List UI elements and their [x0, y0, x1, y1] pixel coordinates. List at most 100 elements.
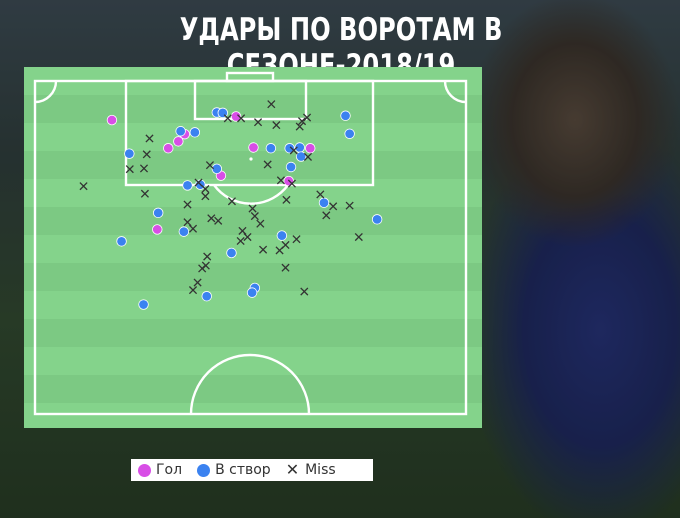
legend-label-on-target: В створ — [215, 462, 271, 478]
corner-arc-right — [443, 80, 467, 104]
goal-shot-point — [106, 114, 118, 126]
missed-shot-point — [295, 122, 304, 131]
missed-shot-point — [282, 195, 291, 204]
goal-shot-point — [173, 136, 184, 147]
on-target-shot-point — [182, 180, 193, 191]
missed-shot-point — [223, 114, 232, 123]
missed-shot-point — [207, 214, 216, 223]
on-target-shot-point — [285, 161, 297, 173]
pitch-stripe — [24, 375, 482, 403]
missed-shot-point — [145, 134, 154, 143]
on-target-shot-point — [284, 143, 295, 154]
pitch-svg — [24, 67, 482, 428]
goal-shot-point — [305, 143, 316, 154]
on-target-shot-point — [152, 207, 164, 219]
penalty-spot — [249, 157, 253, 161]
on-target-shot-point — [124, 148, 135, 159]
missed-shot-point — [236, 236, 245, 246]
missed-shot-point — [276, 176, 285, 185]
missed-shot-point — [297, 117, 307, 126]
goal-frame — [225, 71, 275, 83]
shot-marks — [79, 100, 383, 310]
on-target-shot-point — [371, 214, 383, 225]
missed-shot-point — [142, 150, 151, 159]
legend-label-miss: Miss — [305, 462, 336, 478]
missed-shot-point — [281, 263, 290, 272]
missed-shot-point — [287, 179, 296, 188]
legend-label-goal: Гол — [156, 462, 183, 478]
corner-arc-left — [34, 80, 58, 104]
legend-item-on-target: В створ — [197, 462, 271, 478]
missed-shot-point — [354, 232, 363, 242]
missed-shot-point — [289, 146, 298, 155]
pitch-background — [24, 67, 482, 428]
missed-shot-point — [256, 219, 265, 228]
missed-shot-point — [237, 114, 246, 123]
on-target-shot-point — [344, 128, 355, 139]
on-target-shot-point — [340, 110, 351, 121]
missed-shot-point — [183, 218, 192, 227]
on-target-shot-point — [138, 299, 149, 310]
missed-shot-point — [345, 201, 354, 210]
missed-shot-point — [125, 165, 134, 174]
missed-shot-point — [292, 235, 301, 244]
missed-shot-point — [205, 161, 215, 170]
missed-shot-point — [140, 189, 149, 198]
goal-shot-point — [152, 224, 163, 235]
pitch-lines — [33, 71, 468, 416]
legend-item-goal: Гол — [138, 462, 182, 478]
missed-shot-point — [329, 202, 338, 211]
goal-shot-point — [230, 111, 242, 122]
on-target-shot-point — [211, 163, 223, 175]
missed-shot-point — [303, 152, 313, 161]
missed-shot-point — [198, 264, 207, 273]
on-target-shot-point — [246, 287, 258, 298]
missed-shot-point — [201, 184, 210, 194]
miss-cross-icon: ✕ — [285, 460, 300, 479]
on-target-shot-point — [189, 127, 201, 138]
missed-shot-point — [194, 178, 203, 187]
on-target-shot-point — [175, 126, 186, 137]
missed-shot-point — [188, 224, 198, 233]
missed-shot-point — [139, 164, 149, 173]
missed-shot-point — [259, 245, 268, 254]
missed-shot-point — [272, 121, 281, 130]
goal-dot-icon — [138, 463, 151, 477]
on-target-shot-point — [265, 143, 277, 154]
missed-shot-point — [227, 197, 236, 206]
on-target-dot-icon — [197, 463, 211, 477]
penalty-arc — [213, 184, 289, 205]
missed-shot-point — [238, 226, 247, 235]
missed-shot-point — [201, 192, 210, 201]
on-target-shot-point — [318, 197, 330, 208]
missed-shot-point — [316, 190, 325, 199]
center-circle-arc — [189, 353, 311, 415]
pitch-stripe — [24, 207, 482, 235]
legend: Гол В створ ✕ Miss — [131, 459, 373, 481]
missed-shot-point — [193, 278, 202, 287]
on-target-shot-point — [295, 151, 307, 162]
shot-map — [24, 67, 482, 428]
pitch-stripe — [24, 151, 482, 179]
missed-shot-point — [250, 212, 259, 221]
on-target-shot-point — [178, 226, 190, 237]
on-target-shot-point — [226, 247, 237, 259]
missed-shot-point — [300, 287, 309, 296]
missed-shot-point — [302, 113, 312, 122]
missed-shot-point — [188, 286, 198, 295]
on-target-shot-point — [201, 291, 212, 302]
pitch-stripes — [24, 95, 482, 403]
missed-shot-point — [322, 211, 331, 220]
missed-shot-point — [253, 118, 263, 127]
missed-shot-point — [183, 200, 192, 209]
goal-shot-point — [248, 142, 259, 153]
legend-item-miss: ✕ Miss — [285, 460, 336, 479]
goal-shot-point — [163, 143, 174, 154]
missed-shot-point — [267, 100, 276, 109]
missed-shot-point — [214, 216, 223, 225]
missed-shot-point — [275, 246, 284, 255]
pitch-stripe — [24, 319, 482, 347]
missed-shot-point — [243, 232, 252, 242]
on-target-shot-point — [276, 230, 288, 241]
on-target-shot-point — [116, 236, 127, 247]
